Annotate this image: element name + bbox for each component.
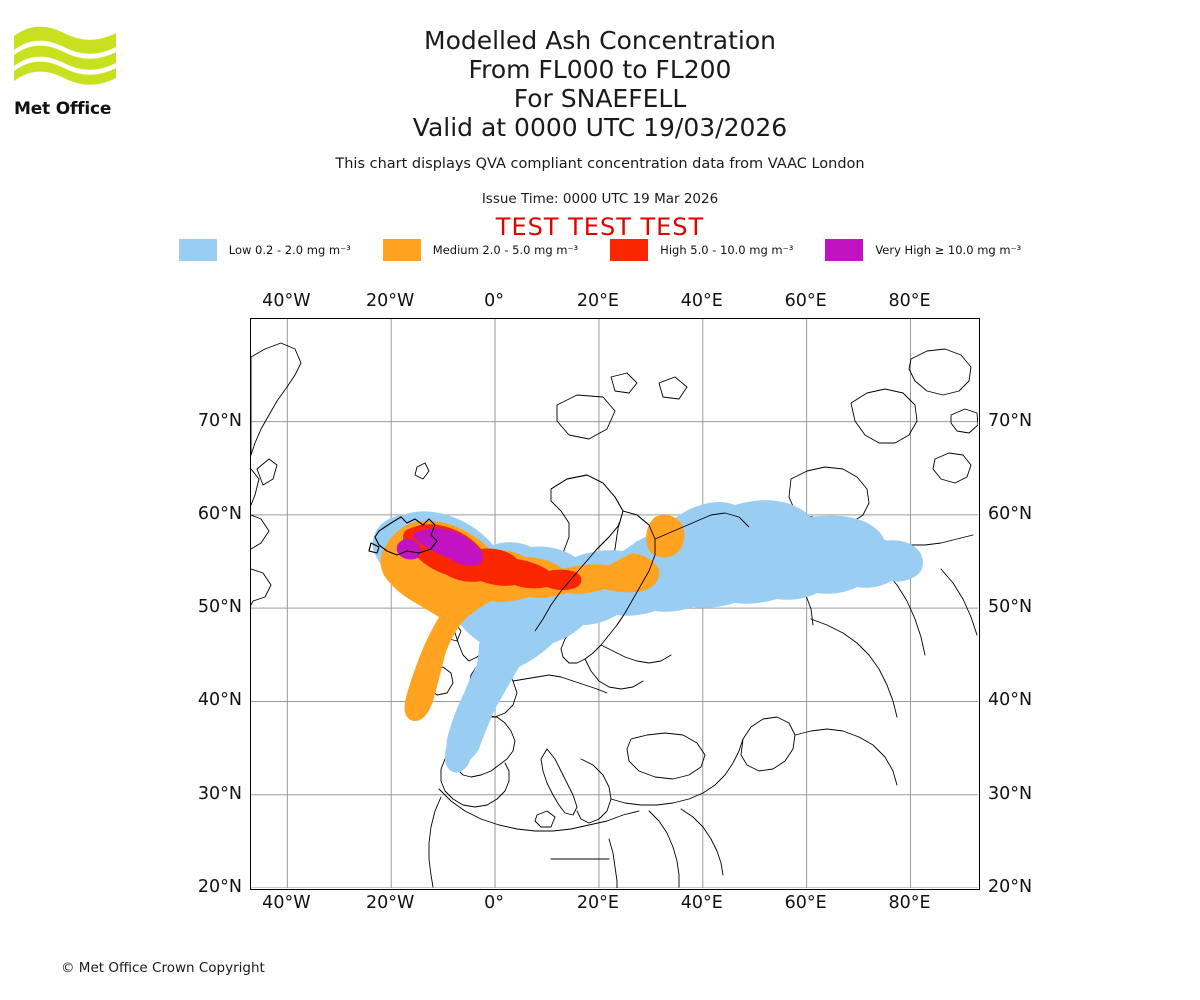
legend-item-very-high: Very High ≥ 10.0 mg m⁻³ bbox=[825, 239, 1021, 261]
title-line-2: From FL000 to FL200 bbox=[468, 55, 732, 84]
lat-tick-left-5: 70°N bbox=[197, 410, 242, 431]
lon-tick-bottom-3: 20°E bbox=[576, 893, 619, 913]
lat-tick-right-4: 60°N bbox=[988, 503, 1033, 524]
map-gridlines bbox=[251, 319, 978, 888]
legend-swatch-medium bbox=[382, 239, 421, 261]
lon-tick-bottom-2: 0° bbox=[484, 893, 505, 913]
title-line-1: Modelled Ash Concentration bbox=[424, 26, 776, 55]
ash-concentration-map[interactable] bbox=[250, 318, 980, 890]
lat-tick-right-1: 30°N bbox=[988, 783, 1033, 804]
lon-tick-bottom-6: 80°E bbox=[888, 893, 931, 913]
lon-tick-top-5: 60°E bbox=[784, 291, 827, 311]
lat-tick-left-0: 20°N bbox=[197, 877, 242, 897]
legend-label-low: Low 0.2 - 2.0 mg m⁻³ bbox=[228, 243, 351, 257]
legend-label-very-high: Very High ≥ 10.0 mg m⁻³ bbox=[875, 243, 1022, 257]
legend-swatch-low bbox=[178, 239, 217, 261]
test-banner: TEST TEST TEST bbox=[495, 213, 705, 241]
lon-tick-top-3: 20°E bbox=[576, 291, 619, 311]
legend-swatch-high bbox=[610, 239, 649, 261]
lon-tick-top-6: 80°E bbox=[888, 291, 931, 311]
lon-tick-bottom-1: 20°W bbox=[366, 893, 415, 913]
iceland-coastline-overlay bbox=[368, 516, 438, 556]
lat-tick-left-4: 60°N bbox=[197, 503, 242, 524]
scandinavia-coastline-overlay bbox=[534, 474, 750, 632]
lon-tick-top-2: 0° bbox=[484, 291, 505, 311]
map-canvas bbox=[251, 319, 978, 888]
legend-item-low: Low 0.2 - 2.0 mg m⁻³ bbox=[178, 239, 351, 261]
lon-tick-top-4: 40°E bbox=[680, 291, 723, 311]
lat-tick-left-3: 50°N bbox=[197, 597, 242, 618]
lat-tick-left-1: 30°N bbox=[197, 783, 242, 804]
lon-tick-bottom-0: 40°W bbox=[262, 893, 311, 913]
chart-note: This chart displays QVA compliant concen… bbox=[335, 156, 865, 172]
met-office-logo: Met Office bbox=[12, 22, 132, 119]
legend-label-high: High 5.0 - 10.0 mg m⁻³ bbox=[660, 243, 794, 257]
lat-tick-right-0: 20°N bbox=[988, 877, 1033, 897]
logo-wordmark: Met Office bbox=[14, 99, 112, 119]
copyright-notice: © Met Office Crown Copyright bbox=[61, 960, 265, 976]
legend-item-high: High 5.0 - 10.0 mg m⁻³ bbox=[610, 239, 793, 261]
title-line-3: For SNAEFELL bbox=[513, 84, 687, 113]
logo-waves-icon bbox=[14, 26, 116, 85]
issue-time: Issue Time: 0000 UTC 19 Mar 2026 bbox=[481, 191, 719, 207]
legend-item-medium: Medium 2.0 - 5.0 mg m⁻³ bbox=[382, 239, 579, 261]
lat-tick-right-5: 70°N bbox=[988, 410, 1033, 431]
lon-tick-bottom-4: 40°E bbox=[680, 893, 723, 913]
legend-swatch-very-high bbox=[825, 239, 864, 261]
lat-tick-right-3: 50°N bbox=[988, 597, 1033, 618]
lon-tick-top-0: 40°W bbox=[262, 291, 311, 311]
page-title: Modelled Ash Concentration From FL000 to… bbox=[0, 26, 1200, 142]
lat-tick-left-2: 40°N bbox=[197, 690, 242, 711]
ash-contour-very-high bbox=[396, 528, 484, 566]
lat-tick-right-2: 40°N bbox=[988, 690, 1033, 711]
concentration-legend: Low 0.2 - 2.0 mg m⁻³ Medium 2.0 - 5.0 mg… bbox=[0, 239, 1200, 261]
legend-label-medium: Medium 2.0 - 5.0 mg m⁻³ bbox=[432, 243, 579, 257]
title-line-4: Valid at 0000 UTC 19/03/2026 bbox=[412, 113, 788, 142]
lon-tick-top-1: 20°W bbox=[366, 291, 415, 311]
lon-tick-bottom-5: 60°E bbox=[784, 893, 827, 913]
